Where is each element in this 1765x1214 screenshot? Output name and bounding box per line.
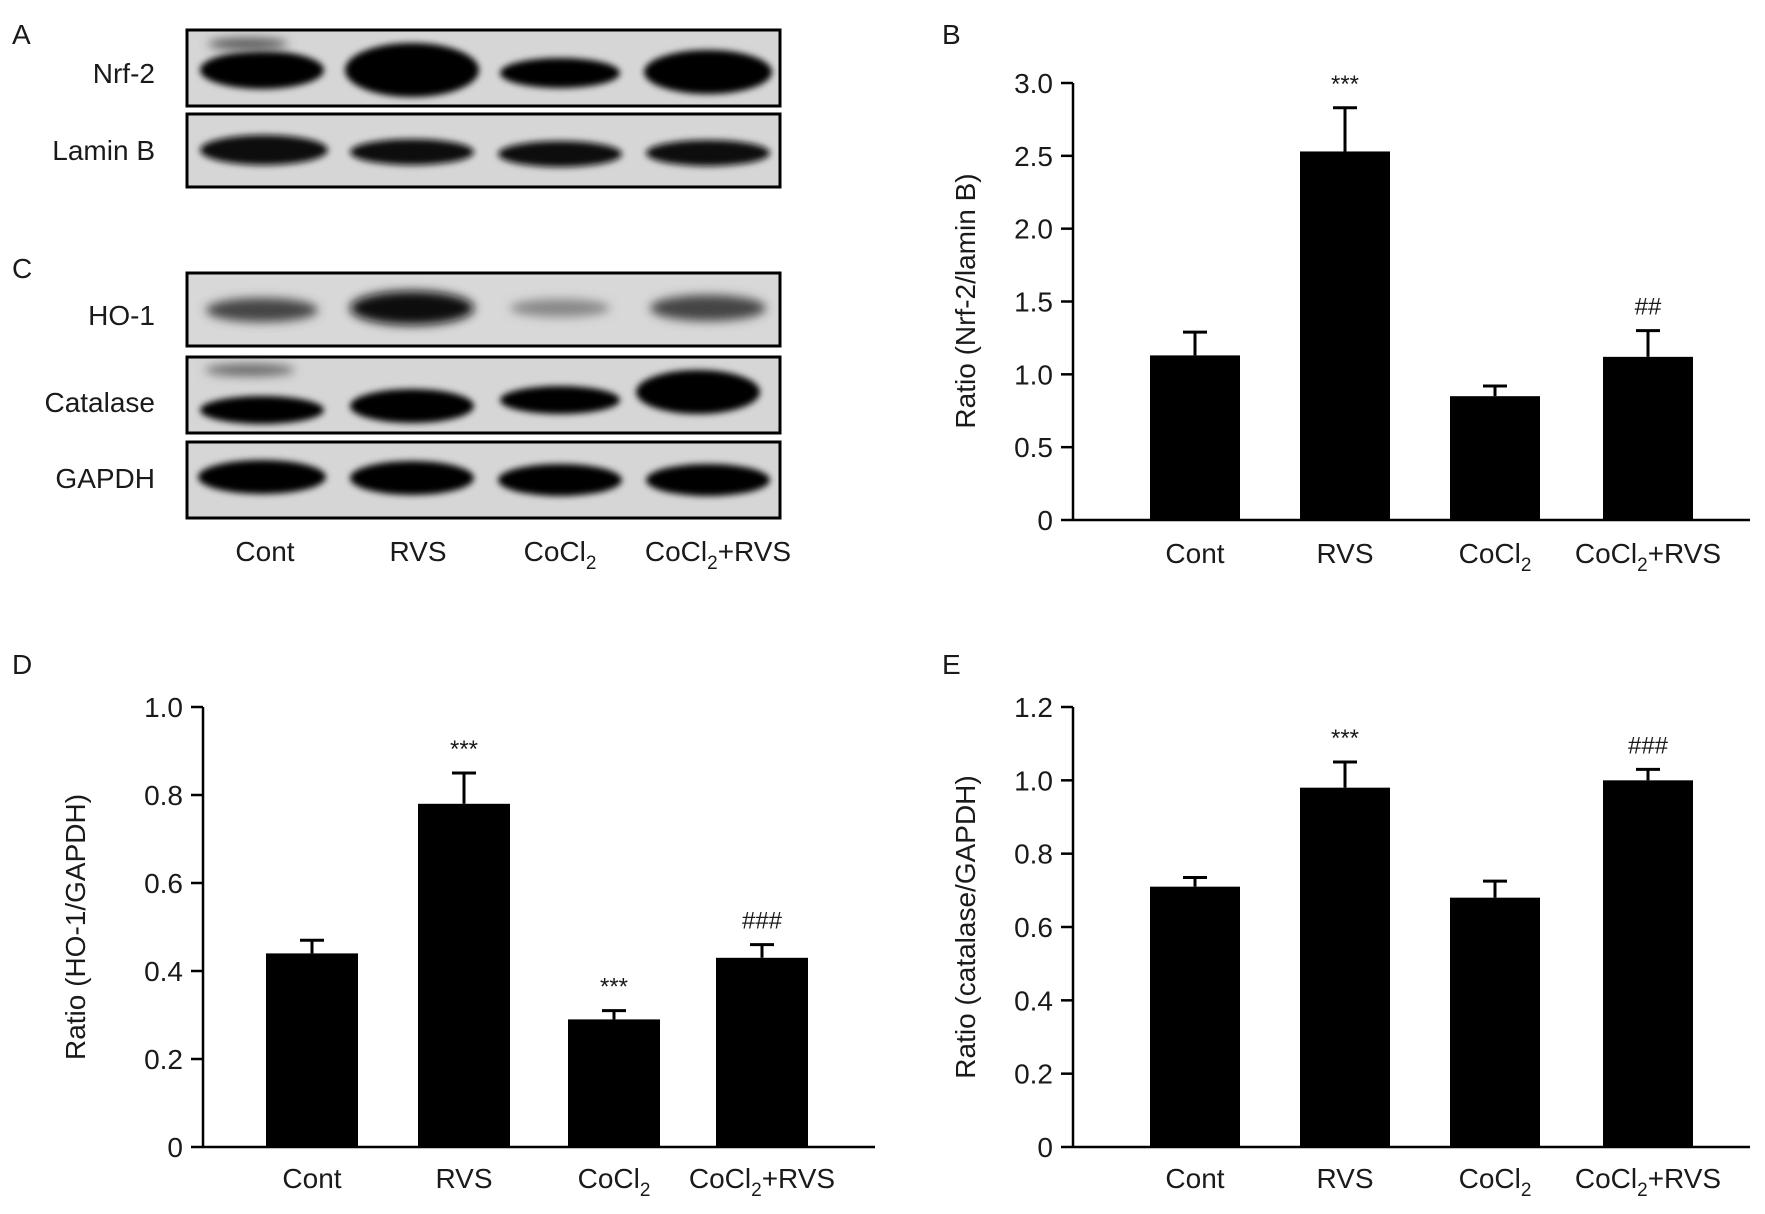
chart-b-ytick-label: 1.0 xyxy=(1014,359,1053,390)
chart-e-category-label: Cont xyxy=(1165,1163,1224,1194)
chart-b-ytick-label: 0 xyxy=(1037,505,1053,536)
bar-chart-b: Ratio (Nrf-2/lamin B) 0 0.5 1.0 1.5 2.0 2.5 3.0… xyxy=(950,68,1750,576)
chart-e-ytick-label: 1.0 xyxy=(1014,765,1053,796)
blot-lane-label-cocl2: CoCl2 xyxy=(524,536,597,574)
bar-chart-e: Ratio (catalase/GAPDH) 0 0.2 0.4 0.6 0.8 1.0 1.… xyxy=(950,692,1750,1201)
chart-b-ytick-label: 2.0 xyxy=(1014,214,1053,245)
blot-lane-label-cocl2-rvs: CoCl2+RVS xyxy=(645,536,791,574)
chart-d-ytick-label: 0.8 xyxy=(144,780,183,811)
panel-label-e: E xyxy=(942,649,961,680)
chart-e-ytick-label: 0.4 xyxy=(1014,985,1053,1016)
chart-e-bar xyxy=(1603,780,1693,1147)
blot-row-label-nrf2: Nrf-2 xyxy=(93,58,155,89)
chart-d-ytick-label: 0.4 xyxy=(144,956,183,987)
chart-d-category-label: CoCl2+RVS xyxy=(689,1163,835,1201)
chart-b-bar xyxy=(1300,151,1390,521)
chart-b-ytick-label: 2.5 xyxy=(1014,141,1053,172)
blot-lane-label-rvs: RVS xyxy=(389,536,446,567)
chart-b-ylabel: Ratio (Nrf-2/lamin B) xyxy=(950,173,981,428)
chart-b-significance-label: ## xyxy=(1635,294,1662,321)
blot-lane-label-cont: Cont xyxy=(235,536,294,567)
chart-e-significance-label: ### xyxy=(1628,732,1669,759)
chart-b-category-label: Cont xyxy=(1165,538,1224,569)
chart-b-bar xyxy=(1150,355,1240,520)
chart-e-ytick-label: 0.6 xyxy=(1014,912,1053,943)
chart-b-bar xyxy=(1603,356,1693,520)
bar-chart-d: Ratio (HO-1/GAPDH) 0 0.2 0.4 0.6 0.8 1.0 Cont **… xyxy=(60,692,875,1201)
chart-e-ylabel: Ratio (catalase/GAPDH) xyxy=(950,775,981,1078)
chart-e-significance-label: *** xyxy=(1331,725,1359,752)
blot-strip-nrf2 xyxy=(185,28,782,108)
chart-b-bar xyxy=(1450,396,1540,520)
chart-b-ytick-label: 1.5 xyxy=(1014,287,1053,318)
chart-d-ytick-label: 1.0 xyxy=(144,692,183,723)
chart-d-bar xyxy=(568,1019,660,1147)
chart-d-significance-label: ### xyxy=(742,908,783,935)
chart-d-ytick-label: 0.6 xyxy=(144,868,183,899)
chart-b-significance-label: *** xyxy=(1331,71,1359,98)
chart-d-category-label: Cont xyxy=(282,1163,341,1194)
blot-row-label-lamin-b: Lamin B xyxy=(52,135,155,166)
chart-e-ytick-label: 0.2 xyxy=(1014,1059,1053,1090)
blot-panel-c: HO-1 Catalase GAPDH xyxy=(44,271,791,574)
chart-e-bar xyxy=(1150,886,1240,1147)
panel-label-d: D xyxy=(12,649,32,680)
blot-strip-lamin-b xyxy=(185,112,782,189)
chart-d-bar xyxy=(418,803,510,1147)
chart-e-bar xyxy=(1450,897,1540,1147)
chart-e-ytick-label: 1.2 xyxy=(1014,692,1053,723)
chart-d-ytick-label: 0.2 xyxy=(144,1044,183,1075)
chart-d-significance-label: *** xyxy=(450,736,478,763)
blot-strip-gapdh xyxy=(185,440,782,520)
blot-panel-a: Nrf-2 Lamin B xyxy=(52,28,782,189)
panel-label-b: B xyxy=(942,19,961,50)
blot-strip-catalase xyxy=(185,355,782,435)
blot-row-label-ho1: HO-1 xyxy=(88,300,155,331)
chart-e-ytick-label: 0.8 xyxy=(1014,839,1053,870)
chart-d-ytick-label: 0 xyxy=(167,1132,183,1163)
chart-d-ylabel: Ratio (HO-1/GAPDH) xyxy=(60,794,91,1060)
chart-d-significance-label: *** xyxy=(600,974,628,1001)
chart-b-ytick-label: 3.0 xyxy=(1014,68,1053,99)
chart-e-ytick-label: 0 xyxy=(1037,1132,1053,1163)
chart-b-category-label: CoCl2+RVS xyxy=(1575,538,1721,576)
blot-row-label-gapdh: GAPDH xyxy=(55,463,155,494)
chart-e-category-label: RVS xyxy=(1316,1163,1373,1194)
blot-row-label-catalase: Catalase xyxy=(44,387,155,418)
chart-d-category-label: RVS xyxy=(435,1163,492,1194)
chart-d-bar xyxy=(266,953,358,1147)
chart-d-bar xyxy=(716,957,808,1147)
chart-b-category-label: CoCl2 xyxy=(1459,538,1532,576)
chart-b-category-label: RVS xyxy=(1316,538,1373,569)
chart-e-category-label: CoCl2+RVS xyxy=(1575,1163,1721,1201)
chart-b-ytick-label: 0.5 xyxy=(1014,432,1053,463)
chart-d-category-label: CoCl2 xyxy=(578,1163,651,1201)
chart-e-category-label: CoCl2 xyxy=(1459,1163,1532,1201)
chart-e-bar xyxy=(1300,787,1390,1147)
panel-label-c: C xyxy=(12,253,32,284)
panel-label-a: A xyxy=(12,19,31,50)
blot-strip-ho1 xyxy=(185,271,782,348)
